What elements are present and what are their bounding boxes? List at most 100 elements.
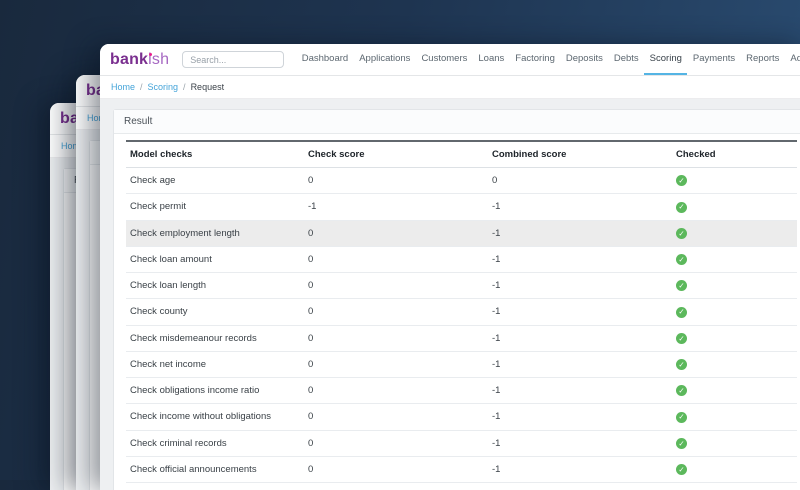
cell-checked: ✓	[672, 378, 797, 404]
cell-model-check-name: Check income without obligations	[126, 404, 304, 430]
cell-check-score: 0	[304, 456, 488, 482]
cell-checked: ✓	[672, 325, 797, 351]
nav-item-admin[interactable]: Admin▾	[785, 44, 800, 75]
check-circle-icon: ✓	[676, 280, 687, 291]
check-circle-icon: ✓	[676, 333, 687, 344]
cell-combined-score: -1	[488, 273, 672, 299]
cell-combined-score: -1	[488, 246, 672, 272]
cell-check-score: 0	[304, 220, 488, 246]
col-combined-score: Combined score	[488, 141, 672, 168]
cell-checked: ✓	[672, 220, 797, 246]
cell-checked: ✓	[672, 299, 797, 325]
cell-model-check-name: Check credit info	[126, 483, 304, 490]
nav-item-loans[interactable]: Loans	[473, 44, 510, 75]
cell-check-score: 0	[304, 273, 488, 299]
table-header-row: Model checks Check score Combined score …	[126, 141, 797, 168]
check-circle-icon: ✓	[676, 359, 687, 370]
nav-item-factoring[interactable]: Factoring	[510, 44, 561, 75]
check-circle-icon: ✓	[676, 175, 687, 186]
cell-check-score: 0	[304, 378, 488, 404]
cell-combined-score: -1	[488, 194, 672, 220]
table-row[interactable]: Check credit info-10-11✓	[126, 483, 797, 490]
cell-combined-score: -1	[488, 430, 672, 456]
breadcrumb-separator: /	[140, 82, 143, 92]
cell-model-check-name: Check permit	[126, 194, 304, 220]
nav-item-payments[interactable]: Payments	[687, 44, 740, 75]
result-card: Result Model checks Check score Combined…	[113, 109, 800, 490]
nav-item-dashboard[interactable]: Dashboard	[296, 44, 353, 75]
cell-model-check-name: Check county	[126, 299, 304, 325]
cell-combined-score: -1	[488, 351, 672, 377]
nav-item-scoring[interactable]: Scoring	[644, 44, 687, 75]
cell-checked: ✓	[672, 194, 797, 220]
cell-check-score: 0	[304, 325, 488, 351]
cell-model-check-name: Check obligations income ratio	[126, 378, 304, 404]
check-circle-icon: ✓	[676, 254, 687, 265]
cell-combined-score: -1	[488, 299, 672, 325]
cell-checked: ✓	[672, 456, 797, 482]
cell-checked: ✓	[672, 483, 797, 490]
cell-combined-score: -1	[488, 325, 672, 351]
cell-check-score: 0	[304, 246, 488, 272]
cell-model-check-name: Check official announcements	[126, 456, 304, 482]
breadcrumb-current: Request	[191, 82, 225, 92]
cell-model-check-name: Check age	[126, 168, 304, 194]
breadcrumb-link-home[interactable]: Home	[111, 82, 135, 92]
cell-checked: ✓	[672, 351, 797, 377]
check-circle-icon: ✓	[676, 385, 687, 396]
logo-text-bold: bank	[110, 51, 148, 69]
table-row[interactable]: Check permit-1-1✓	[126, 194, 797, 220]
card-body: Model checks Check score Combined score …	[114, 134, 800, 490]
card-header: Result	[114, 110, 800, 134]
cell-combined-score: -1	[488, 220, 672, 246]
check-circle-icon: ✓	[676, 412, 687, 423]
check-circle-icon: ✓	[676, 438, 687, 449]
breadcrumb-link-scoring[interactable]: Scoring	[148, 82, 179, 92]
search-input[interactable]	[182, 51, 284, 68]
col-checked: Checked	[672, 141, 797, 168]
cell-model-check-name: Check net income	[126, 351, 304, 377]
cell-checked: ✓	[672, 273, 797, 299]
nav-item-reports[interactable]: Reports	[741, 44, 785, 75]
cell-check-score: 0	[304, 430, 488, 456]
nav-item-debts[interactable]: Debts	[608, 44, 644, 75]
nav-item-customers[interactable]: Customers	[416, 44, 473, 75]
nav-item-deposits[interactable]: Deposits	[560, 44, 608, 75]
cell-checked: ✓	[672, 404, 797, 430]
page-body: Result Model checks Check score Combined…	[100, 98, 800, 490]
check-circle-icon: ✓	[676, 202, 687, 213]
cell-check-score: 0	[304, 299, 488, 325]
col-check-score: Check score	[304, 141, 488, 168]
cell-combined-score: -1	[488, 404, 672, 430]
check-circle-icon: ✓	[676, 307, 687, 318]
breadcrumb-separator: /	[183, 82, 186, 92]
cell-model-check-name: Check misdemeanour records	[126, 325, 304, 351]
cell-combined-score: -1	[488, 378, 672, 404]
model-checks-table: Model checks Check score Combined score …	[126, 140, 797, 490]
cell-model-check-name: Check loan amount	[126, 246, 304, 272]
cell-model-check-name: Check employment length	[126, 220, 304, 246]
cell-check-score: -1	[304, 194, 488, 220]
cell-combined-score: -11	[488, 483, 672, 490]
check-circle-icon: ✓	[676, 464, 687, 475]
nav-item-applications[interactable]: Applications	[354, 44, 416, 75]
cell-check-score: 0	[304, 404, 488, 430]
col-model-checks: Model checks	[126, 141, 304, 168]
cell-model-check-name: Check criminal records	[126, 430, 304, 456]
cell-check-score: 0	[304, 351, 488, 377]
